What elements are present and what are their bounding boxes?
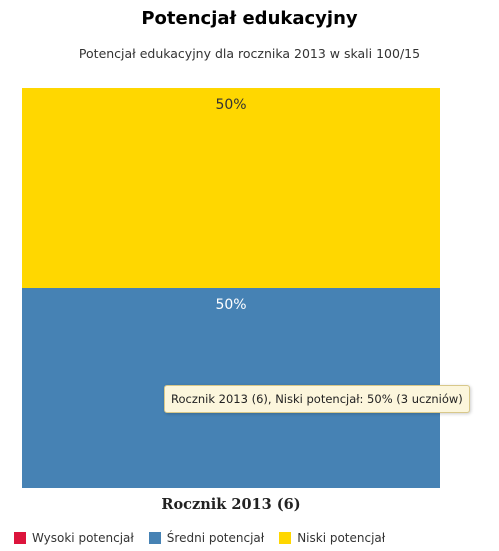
legend-swatch-sredni bbox=[148, 532, 161, 544]
legend-label-sredni: Średni potencjał bbox=[166, 531, 265, 545]
legend-item-wysoki[interactable]: Wysoki potencjał bbox=[14, 531, 134, 545]
chart-subtitle: Potencjał edukacyjny dla rocznika 2013 w… bbox=[78, 46, 421, 61]
legend-label-niski: Niski potencjał bbox=[297, 531, 386, 545]
bar-segment-niski[interactable] bbox=[22, 88, 440, 288]
data-label-niski: 50% bbox=[215, 97, 246, 113]
legend-label-wysoki: Wysoki potencjał bbox=[32, 531, 134, 545]
legend-item-niski[interactable]: Niski potencjał bbox=[279, 531, 385, 545]
legend-swatch-wysoki bbox=[14, 532, 26, 544]
legend-swatch-niski bbox=[279, 532, 292, 544]
legend: Wysoki potencjał Średni potencjał Niski … bbox=[14, 531, 400, 545]
chart-title: Potencjał edukacyjny bbox=[141, 8, 358, 29]
chart-tooltip: Rocznik 2013 (6), Niski potencjał: 50% (… bbox=[164, 385, 470, 413]
legend-item-sredni[interactable]: Średni potencjał bbox=[148, 531, 265, 545]
category-label: Rocznik 2013 (6) bbox=[161, 496, 301, 513]
data-label-sredni: 50% bbox=[215, 297, 246, 313]
